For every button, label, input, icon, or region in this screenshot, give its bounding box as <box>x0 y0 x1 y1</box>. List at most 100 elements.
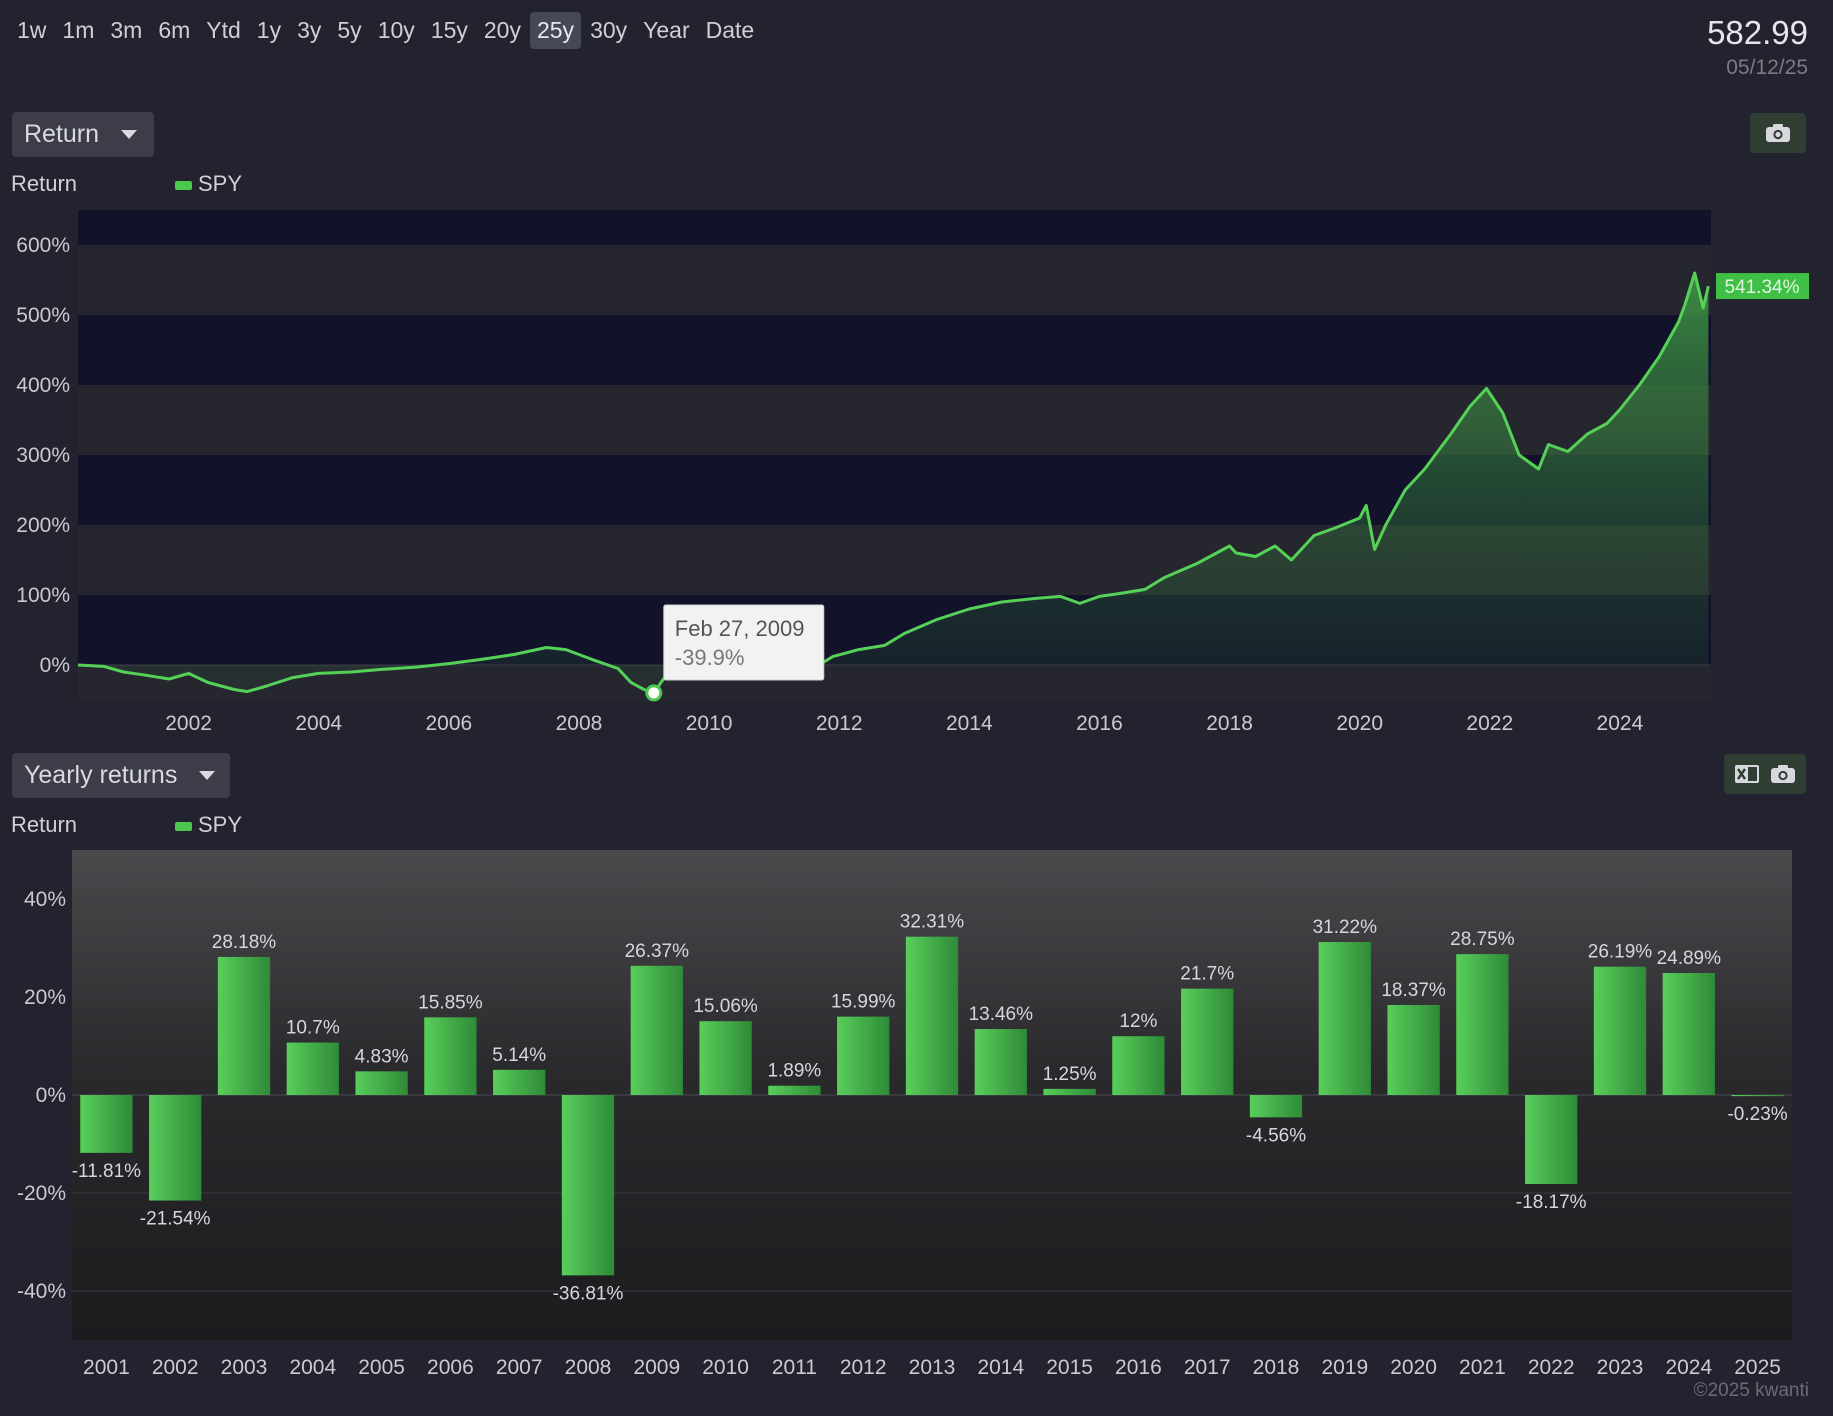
x-tick-label: 2025 <box>1734 1356 1781 1379</box>
camera-icon[interactable] <box>1770 764 1796 784</box>
x-tick-label: 2014 <box>977 1356 1024 1379</box>
bar-2024[interactable] <box>1662 973 1715 1095</box>
x-tick-label: 2017 <box>1184 1356 1231 1379</box>
range-button-3y[interactable]: 3y <box>297 17 322 43</box>
x-tick-label: 2007 <box>496 1356 543 1379</box>
chart1-screenshot-button[interactable] <box>1750 113 1806 153</box>
bar-2022[interactable] <box>1525 1095 1578 1185</box>
bar-2021[interactable] <box>1456 954 1509 1095</box>
tooltip-box <box>663 604 825 681</box>
chart1-legend-series: SPY <box>198 171 243 196</box>
x-tick-label: 2002 <box>165 712 212 735</box>
range-button-25y[interactable]: 25y <box>529 12 582 49</box>
bar-label-2003: 28.18% <box>212 932 277 953</box>
y-tick-label: 0% <box>36 1084 66 1107</box>
time-range-bar: 1w 1m 3m 6m Ytd 1y 3y 5y 10y 15y 20y 25y 30y Year Date <box>10 12 761 49</box>
range-button-1m[interactable]: 1m <box>62 17 95 43</box>
range-button-date[interactable]: Date <box>705 17 755 43</box>
bar-2012[interactable] <box>837 1016 890 1095</box>
bar-2013[interactable] <box>905 936 959 1095</box>
end-value-label: 541.34% <box>1724 277 1799 298</box>
bar-2001[interactable] <box>80 1095 133 1153</box>
chart1-metric-dropdown[interactable]: Return <box>12 112 154 157</box>
y-tick-label: 20% <box>24 986 66 1009</box>
cumulative-return-chart: 600% 500% 400% 300% 200% 100% 0% 2002 2004 2006 20… <box>16 210 1809 735</box>
range-button-1y[interactable]: 1y <box>256 17 282 43</box>
series-line-spy[interactable] <box>77 271 1710 695</box>
bar-2011[interactable] <box>768 1085 821 1095</box>
price-value: 582.99 <box>1707 14 1808 51</box>
bar-2003[interactable] <box>217 956 271 1095</box>
range-button-3m[interactable]: 3m <box>110 17 143 43</box>
bar-2019[interactable] <box>1318 942 1371 1095</box>
bar-2002[interactable] <box>149 1095 202 1201</box>
x-tick-label: 2022 <box>1528 1356 1575 1379</box>
legend-swatch <box>175 821 192 831</box>
x-tick-label: 2016 <box>1115 1356 1162 1379</box>
bar-2023[interactable] <box>1593 966 1647 1095</box>
chart2-legend-item[interactable]: SPY <box>175 812 242 838</box>
chart1-legend-item[interactable]: SPY <box>175 171 242 197</box>
range-button-year[interactable]: Year <box>643 17 690 43</box>
bar-2005[interactable] <box>355 1071 408 1095</box>
x-tick-label: 2024 <box>1665 1356 1712 1379</box>
y-tick-label: 100% <box>16 584 70 607</box>
grid-band <box>78 315 1711 385</box>
x-tick-label: 2011 <box>772 1356 817 1379</box>
x-tick-label: 2008 <box>556 712 603 735</box>
bar-2014[interactable] <box>974 1029 1027 1095</box>
bar-label-2019: 31.22% <box>1313 917 1378 938</box>
bar-label-2015: 1.25% <box>1043 1064 1097 1085</box>
legend-swatch <box>175 180 192 190</box>
bar-2006[interactable] <box>424 1017 477 1095</box>
y-tick-label: 40% <box>24 888 66 911</box>
x-tick-label: 2012 <box>816 712 863 735</box>
range-button-6m[interactable]: 6m <box>158 17 191 43</box>
bar-2020[interactable] <box>1387 1004 1440 1095</box>
price-display: 582.99 05/12/25 <box>1707 14 1808 80</box>
chart2-metric-dropdown[interactable]: Yearly returns <box>12 753 230 798</box>
bar-2004[interactable] <box>286 1042 339 1095</box>
grid-band <box>78 245 1711 315</box>
bar-label-2025: -0.23% <box>1727 1104 1787 1125</box>
y-tick-label: 500% <box>16 304 70 327</box>
bar-2007[interactable] <box>493 1069 546 1095</box>
bar-2016[interactable] <box>1112 1036 1165 1095</box>
range-button-5y[interactable]: 5y <box>337 17 362 43</box>
bar-2008[interactable] <box>561 1095 615 1276</box>
bar-2017[interactable] <box>1181 988 1234 1095</box>
bar-2025[interactable] <box>1731 1095 1784 1097</box>
range-button-1w[interactable]: 1w <box>17 17 47 43</box>
range-button-ytd[interactable]: Ytd <box>206 17 241 43</box>
bar-label-2010: 15.06% <box>693 996 758 1017</box>
range-button-20y[interactable]: 20y <box>483 17 521 43</box>
x-tick-label: 2010 <box>702 1356 749 1379</box>
bar-label-2024: 24.89% <box>1657 948 1722 969</box>
x-tick-label: 2019 <box>1321 1356 1368 1379</box>
bar-label-2020: 18.37% <box>1381 980 1446 1001</box>
range-button-10y[interactable]: 10y <box>377 17 415 43</box>
bar-label-2001: -11.81% <box>72 1161 141 1182</box>
x-tick-label: 2015 <box>1046 1356 1093 1379</box>
bar-label-2021: 28.75% <box>1450 929 1515 950</box>
bar-label-2004: 10.7% <box>286 1018 340 1039</box>
x-tick-label: 2004 <box>295 712 342 735</box>
excel-icon[interactable] <box>1734 764 1760 784</box>
range-button-15y[interactable]: 15y <box>430 17 468 43</box>
bar-2018[interactable] <box>1249 1095 1303 1118</box>
bar-label-2012: 15.99% <box>831 992 896 1013</box>
range-button-30y[interactable]: 30y <box>590 17 628 43</box>
hover-point[interactable] <box>645 684 663 702</box>
plot-background <box>72 850 1792 1340</box>
x-tick-label: 2018 <box>1253 1356 1300 1379</box>
grid-band <box>78 210 1711 245</box>
bar-2009[interactable] <box>630 965 683 1095</box>
bar-2010[interactable] <box>699 1021 752 1095</box>
bar-2015[interactable] <box>1043 1088 1096 1095</box>
chart2-toolbar <box>1724 754 1806 794</box>
tooltip: Feb 27, 2009 -39.9% <box>663 604 825 681</box>
x-tick-label: 2020 <box>1336 712 1383 735</box>
bar-label-2022: -18.17% <box>1516 1192 1587 1213</box>
x-tick-label: 2008 <box>565 1356 612 1379</box>
price-date: 05/12/25 <box>1726 56 1808 79</box>
